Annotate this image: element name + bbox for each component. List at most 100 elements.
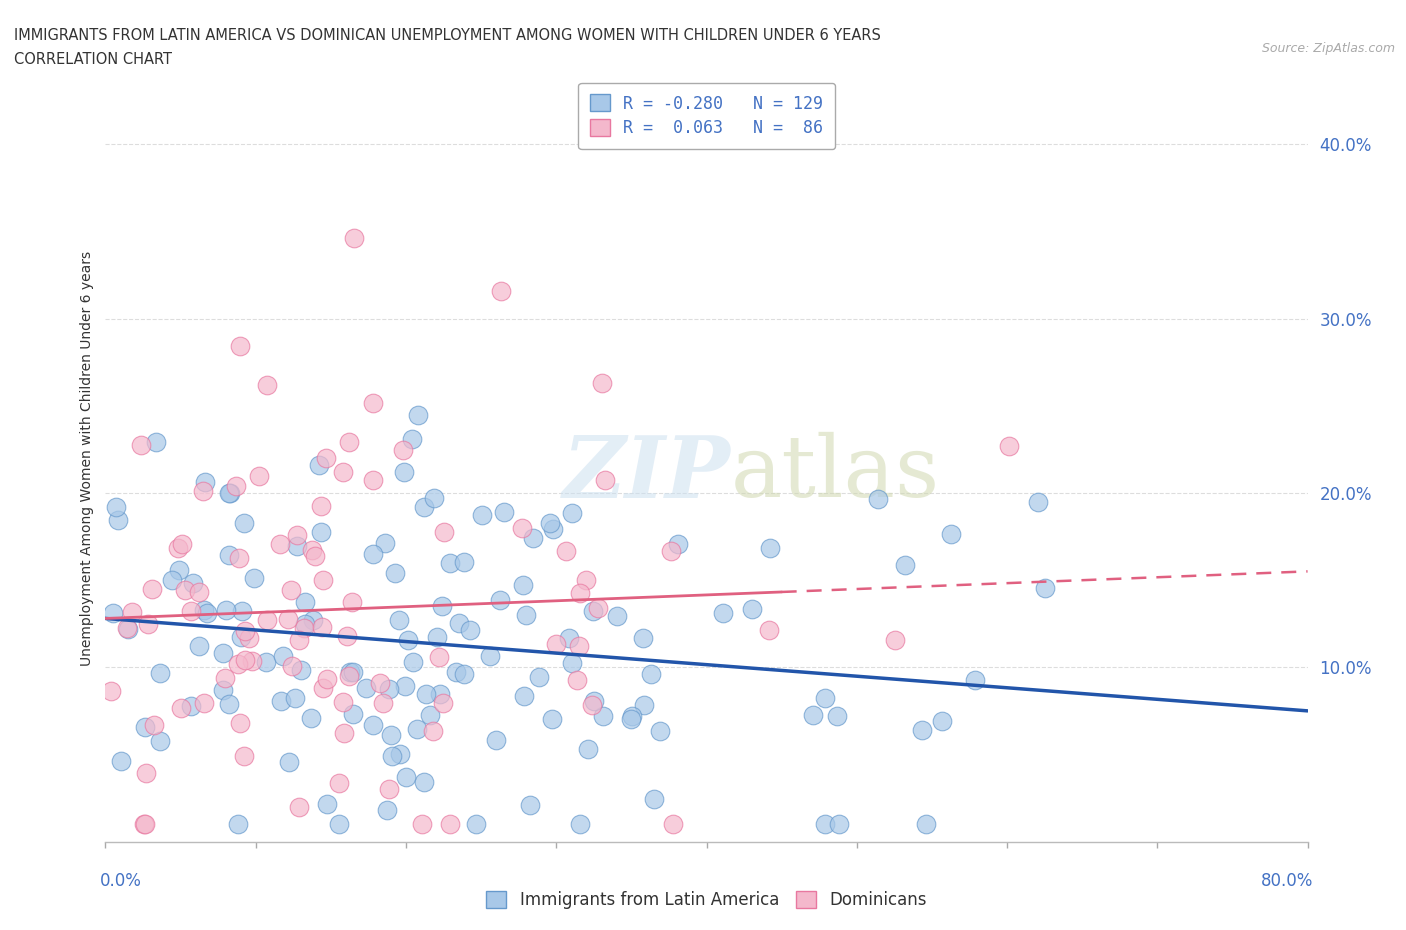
Point <box>561 656 583 671</box>
Point <box>312 573 335 588</box>
Point <box>308 458 330 472</box>
Point <box>100 684 122 698</box>
Point <box>218 547 240 562</box>
Point <box>232 749 254 764</box>
Point <box>315 450 337 465</box>
Point <box>479 648 502 663</box>
Point <box>167 540 190 555</box>
Point <box>439 556 461 571</box>
Legend: Immigrants from Latin America, Dominicans: Immigrants from Latin America, Dominican… <box>478 883 935 918</box>
Point <box>193 696 215 711</box>
Point <box>180 604 202 618</box>
Point <box>381 749 404 764</box>
Point <box>117 620 139 635</box>
Point <box>249 468 271 483</box>
Point <box>413 499 436 514</box>
Point <box>256 612 278 627</box>
Point <box>333 725 356 740</box>
Point <box>228 551 250 565</box>
Point <box>299 711 322 725</box>
Point <box>285 538 308 553</box>
Point <box>134 817 156 831</box>
Point <box>394 678 416 693</box>
Point <box>354 681 377 696</box>
Point <box>825 709 848 724</box>
Point <box>226 657 249 671</box>
Point <box>374 536 396 551</box>
Point <box>631 631 654 645</box>
Point <box>595 472 617 487</box>
Point <box>280 658 302 673</box>
Point <box>433 525 456 539</box>
Point <box>491 284 513 299</box>
Point <box>195 605 218 620</box>
Point <box>561 506 583 521</box>
Point <box>512 688 534 703</box>
Point <box>280 582 302 597</box>
Point <box>1026 495 1049 510</box>
Point <box>568 817 591 831</box>
Point <box>568 639 591 654</box>
Point <box>939 526 962 541</box>
Point <box>453 554 475 569</box>
Point <box>134 720 156 735</box>
Point <box>419 708 441 723</box>
Point <box>302 613 325 628</box>
Point <box>342 707 364 722</box>
Text: CORRELATION CHART: CORRELATION CHART <box>14 52 172 67</box>
Point <box>378 781 401 796</box>
Point <box>316 672 339 687</box>
Point <box>304 549 326 564</box>
Point <box>233 515 256 530</box>
Text: 0.0%: 0.0% <box>100 872 142 890</box>
Text: IMMIGRANTS FROM LATIN AMERICA VS DOMINICAN UNEMPLOYMENT AMONG WOMEN WITH CHILDRE: IMMIGRANTS FROM LATIN AMERICA VS DOMINIC… <box>14 28 882 43</box>
Point <box>558 631 581 645</box>
Point <box>541 711 564 726</box>
Point <box>515 608 537 623</box>
Point <box>415 686 437 701</box>
Point <box>569 586 592 601</box>
Point <box>389 746 412 761</box>
Point <box>337 669 360 684</box>
Point <box>813 817 835 831</box>
Point <box>582 694 605 709</box>
Point <box>620 709 643 724</box>
Point <box>218 485 240 500</box>
Point <box>294 595 316 610</box>
Point <box>218 697 240 711</box>
Point <box>662 817 685 831</box>
Point <box>554 544 576 559</box>
Point <box>666 537 689 551</box>
Point <box>458 622 481 637</box>
Point <box>402 655 425 670</box>
Text: 80.0%: 80.0% <box>1261 872 1313 890</box>
Point <box>277 611 299 626</box>
Point <box>512 578 534 592</box>
Point <box>187 639 209 654</box>
Point <box>288 632 311 647</box>
Y-axis label: Unemployment Among Women with Children Under 6 years: Unemployment Among Women with Children U… <box>80 250 94 666</box>
Point <box>510 521 533 536</box>
Point <box>423 491 446 506</box>
Point <box>141 581 163 596</box>
Point <box>640 667 662 682</box>
Point <box>931 713 953 728</box>
Point <box>411 817 433 831</box>
Point <box>586 600 609 615</box>
Point <box>214 603 236 618</box>
Point <box>193 603 215 618</box>
Point <box>432 696 454 711</box>
Point <box>378 682 401 697</box>
Point <box>328 776 350 790</box>
Point <box>309 498 332 513</box>
Point <box>914 817 936 831</box>
Point <box>422 724 444 738</box>
Point <box>107 512 129 527</box>
Point <box>758 541 780 556</box>
Point <box>312 681 335 696</box>
Point <box>464 817 486 831</box>
Point <box>174 582 197 597</box>
Point <box>576 741 599 756</box>
Point <box>361 547 384 562</box>
Point <box>288 800 311 815</box>
